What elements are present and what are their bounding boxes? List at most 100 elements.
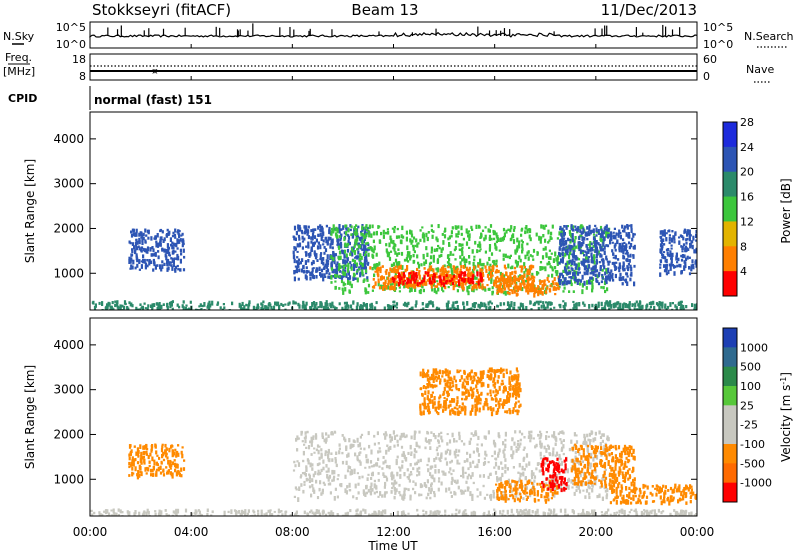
power-cell	[323, 273, 326, 277]
power-cell	[383, 284, 387, 288]
power-cell	[499, 288, 502, 293]
power-cell	[415, 271, 418, 277]
velocity-cell	[514, 485, 517, 488]
velocity-cell	[306, 430, 309, 434]
power-cell	[519, 302, 522, 307]
velocity-cell	[556, 462, 559, 467]
velocity-cell	[578, 452, 581, 456]
power-cell	[467, 290, 470, 296]
power-cell	[156, 233, 159, 238]
velocity-cell	[572, 446, 575, 451]
power-cell	[628, 259, 631, 262]
power-cell	[361, 263, 364, 266]
velocity-cell	[370, 449, 373, 455]
power-cell	[682, 236, 685, 241]
power-cell	[320, 274, 323, 278]
velocity-cell	[313, 447, 316, 450]
power-cell	[671, 302, 674, 305]
velocity-cell	[130, 449, 133, 454]
velocity-cell	[139, 470, 142, 473]
power-cell	[495, 246, 498, 251]
power-cell	[664, 267, 668, 272]
power-cell	[472, 280, 475, 284]
velocity-cell	[586, 469, 589, 474]
velocity-cell	[497, 432, 500, 438]
velocity-cell	[689, 484, 692, 490]
power-cell	[531, 289, 534, 293]
velocity-cell	[412, 487, 415, 491]
velocity-cell	[525, 498, 528, 501]
velocity-cell	[325, 437, 328, 442]
velocity-cell	[367, 431, 370, 436]
power-cell	[555, 282, 558, 286]
power-cell	[587, 249, 590, 253]
velocity-cell	[565, 457, 568, 462]
power-cell	[469, 308, 472, 310]
velocity-cell	[151, 456, 154, 462]
power-cell	[186, 308, 190, 310]
power-cell	[614, 273, 617, 279]
power-cell	[151, 303, 154, 307]
power-cell	[527, 276, 530, 281]
power-cell	[465, 228, 468, 234]
velocity-cell	[603, 470, 606, 476]
power-cell	[591, 256, 594, 260]
power-cell	[412, 276, 415, 281]
power-cell	[563, 237, 566, 240]
power-cell	[571, 261, 574, 265]
power-cell	[351, 252, 354, 257]
velocity-cell	[331, 479, 334, 482]
power-cell	[502, 302, 506, 306]
power-cell	[367, 291, 370, 294]
power-cell	[607, 228, 610, 232]
velocity-cell	[582, 448, 585, 453]
power-cell	[524, 226, 527, 230]
power-cell	[594, 224, 597, 227]
power-cell	[139, 231, 142, 236]
power-cell	[507, 278, 510, 282]
power-cell	[622, 304, 625, 308]
velocity-cell	[461, 489, 464, 494]
power-cell	[535, 271, 539, 276]
power-cell	[327, 236, 330, 242]
power-cell	[431, 274, 434, 278]
power-cell	[401, 265, 404, 270]
velocity-cell	[312, 473, 315, 478]
velocity-cell	[346, 469, 350, 473]
power-cell	[562, 232, 565, 237]
velocity-cell	[457, 485, 460, 490]
power-cell	[519, 258, 522, 263]
power-cell	[576, 280, 579, 285]
power-cell	[325, 269, 328, 275]
velocity-cell	[409, 471, 413, 474]
velocity-cell	[363, 447, 366, 451]
power-cell	[135, 253, 138, 258]
power-cell	[324, 248, 328, 253]
power-cell	[178, 233, 181, 239]
velocity-cell	[158, 456, 161, 460]
power-cell	[663, 243, 666, 246]
velocity-cell	[582, 489, 585, 492]
velocity-cell	[440, 454, 443, 459]
power-cell	[460, 265, 463, 269]
power-cell	[563, 286, 566, 290]
power-cell	[352, 272, 356, 278]
power-cell	[484, 250, 487, 254]
power-cell	[311, 271, 314, 275]
power-cell	[479, 267, 482, 273]
velocity-cell	[341, 451, 344, 455]
velocity-cell	[547, 463, 550, 469]
velocity-cell	[295, 488, 298, 491]
velocity-cell	[656, 485, 660, 488]
power-cell	[301, 246, 304, 250]
power-cell	[163, 248, 166, 253]
velocity-cell	[132, 472, 135, 475]
velocity-cell	[316, 496, 320, 500]
power-cell	[595, 245, 598, 251]
power-cell	[342, 281, 345, 287]
velocity-cell	[545, 492, 548, 495]
velocity-cell	[584, 455, 587, 458]
velocity-cell	[356, 455, 359, 461]
power-cell	[339, 234, 342, 240]
power-cell	[349, 224, 352, 228]
